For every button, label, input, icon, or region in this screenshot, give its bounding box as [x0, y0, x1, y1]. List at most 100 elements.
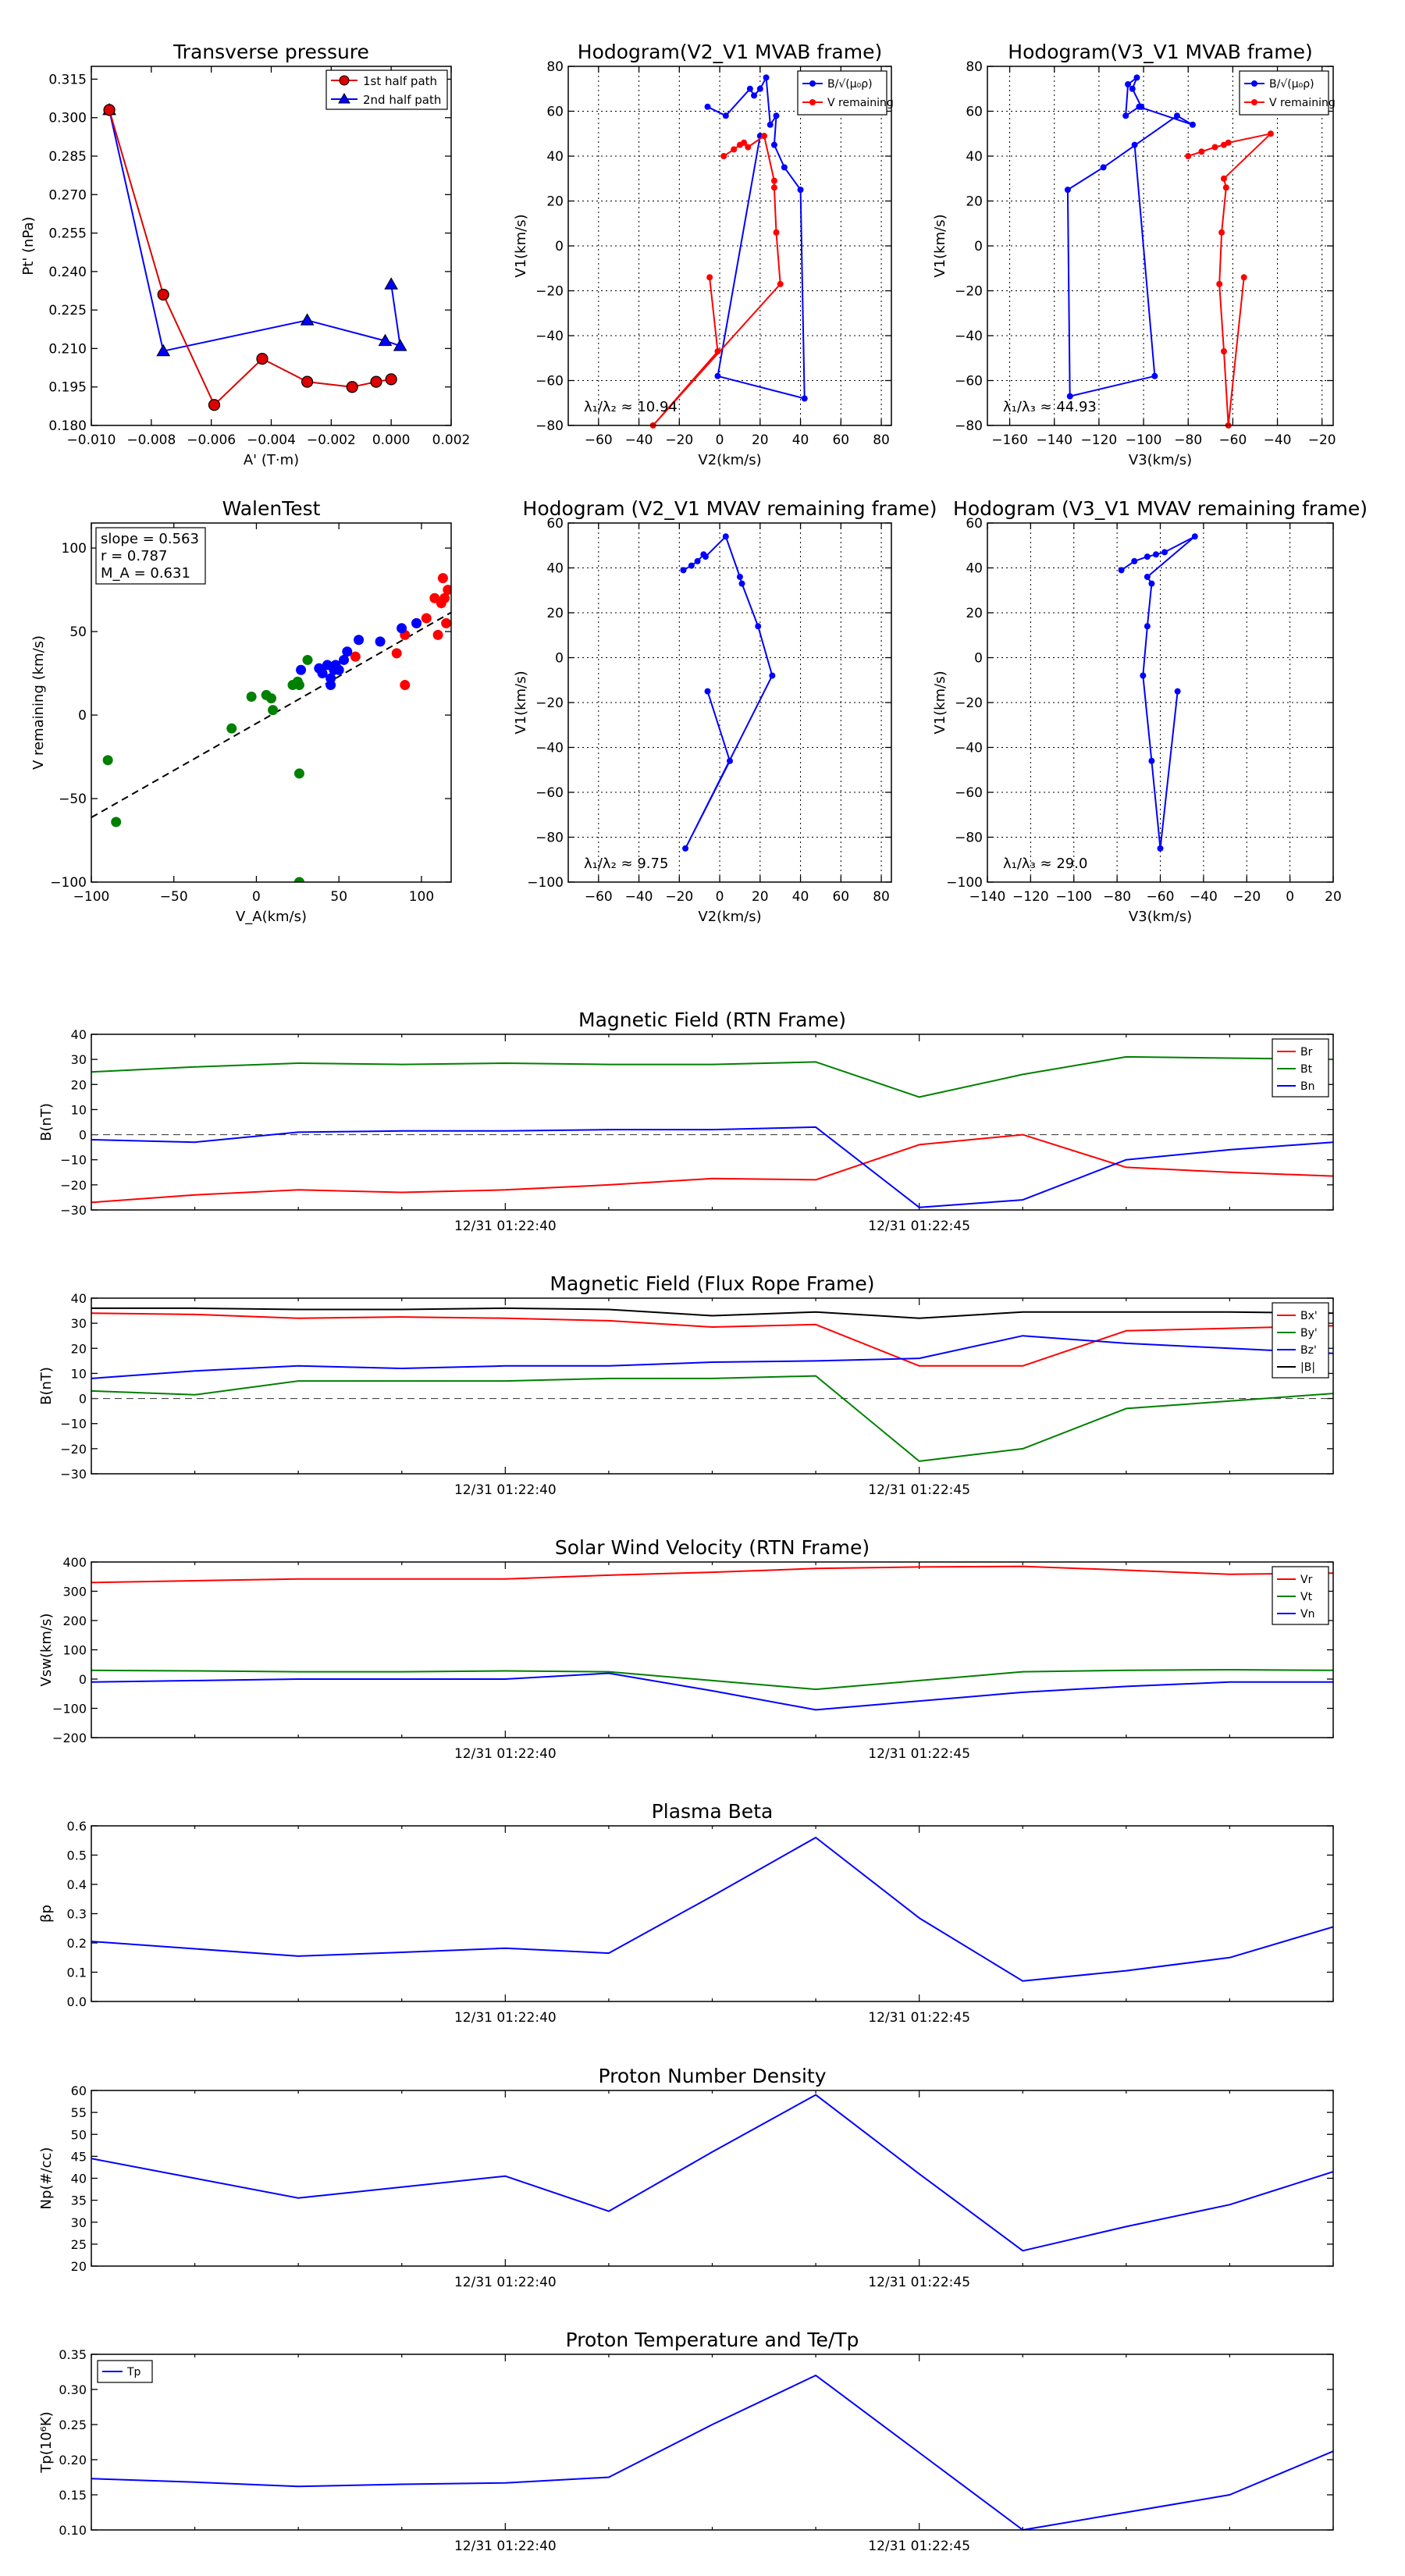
- series-0-point: [1129, 85, 1136, 92]
- series-1-point: [1220, 348, 1227, 355]
- series-0-point: [1161, 549, 1168, 556]
- x-tick-label: −100: [1055, 889, 1092, 905]
- y-tick-label: 50: [71, 2127, 87, 2142]
- y-tick-label: 0.20: [59, 2453, 87, 2467]
- series-vr-line: [91, 1565, 1334, 1584]
- y-tick-label: −40: [955, 741, 983, 756]
- series-0-point: [722, 112, 729, 119]
- plot-frame: [91, 2354, 1334, 2531]
- y-tick-label: 40: [966, 561, 983, 577]
- series-1-point: [1240, 274, 1247, 281]
- 1st-half-point: [301, 375, 314, 388]
- x-tick-label: 60: [832, 889, 849, 905]
- series-0-point: [682, 845, 689, 852]
- series-0-point: [767, 121, 774, 128]
- plot-frame: [91, 1034, 1334, 1211]
- y-tick-label: 30: [71, 1316, 87, 1331]
- series-1-point: [720, 153, 727, 159]
- y-tick-label: −100: [946, 875, 983, 891]
- y-axis-label: Vsw(km/s): [38, 1614, 55, 1687]
- chart-title: Magnetic Field (RTN Frame): [578, 1009, 846, 1031]
- series-1-point: [1185, 153, 1192, 159]
- y-tick-label: −20: [955, 696, 983, 711]
- legend: B/√(μ₀ρ) V remaining: [1239, 70, 1336, 116]
- y-tick-label: 0.180: [48, 418, 87, 434]
- x-tick-label: −20: [1232, 889, 1261, 905]
- walen-red-point: [443, 585, 451, 596]
- series-beta-line: [91, 1837, 1334, 1982]
- x-tick-label: −40: [625, 889, 653, 905]
- y-tick-label: 20: [71, 2259, 87, 2274]
- x-tick-label: −20: [1308, 432, 1336, 448]
- walen-blue-point: [342, 646, 353, 657]
- vsw-panel: Solar Wind Velocity (RTN Frame) −200 −100 0…: [38, 1536, 1334, 1762]
- y-tick-label: 100: [62, 541, 87, 557]
- series-1-point: [745, 144, 752, 151]
- x-tick-label: −20: [665, 432, 693, 448]
- series-0-point: [1151, 372, 1158, 379]
- y-tick-label: −60: [535, 374, 564, 390]
- legend-label: 1st half path: [363, 74, 437, 88]
- x-tick-label: −60: [585, 889, 613, 905]
- series-0-point: [781, 164, 788, 171]
- walen-blue-point: [375, 636, 386, 647]
- ratio-annotation: λ₁/λ₂ ≈ 10.94: [584, 399, 678, 415]
- series-b: [683, 535, 774, 849]
- y-tick-label: 0.2: [67, 1936, 87, 1951]
- y-tick-label: 60: [966, 516, 983, 532]
- x-axis-label: A' (T·m): [244, 452, 299, 468]
- y-tick-label: −80: [955, 831, 983, 846]
- series-1-point: [706, 274, 713, 281]
- y-axis-label: B(nT): [38, 1103, 55, 1141]
- series-1-point: [741, 139, 748, 146]
- y-tick-label: 40: [546, 561, 564, 577]
- walen-green-point: [293, 877, 304, 882]
- series-vn-line: [91, 1672, 1333, 1711]
- y-tick-label: 10: [71, 1102, 87, 1117]
- walen-green-point: [246, 692, 257, 703]
- series-1-point: [714, 348, 721, 355]
- y-tick-label: 0.3: [67, 1907, 87, 1922]
- series-1-point: [1198, 148, 1205, 155]
- y-tick-label: −60: [535, 785, 564, 801]
- x-tick-label: 12/31 01:22:40: [454, 1219, 557, 1234]
- 1st-half-point: [103, 104, 116, 116]
- legend-box: [1239, 70, 1329, 116]
- series-0-point: [688, 562, 695, 569]
- y-tick-label: 45: [71, 2149, 87, 2164]
- series-b: [707, 76, 806, 400]
- x-tick-label: −40: [625, 432, 653, 448]
- x-tick-label: −120: [1081, 432, 1118, 448]
- transverse-panel: Transverse pressure 0.180 0.195 0.210 0.225 0…: [20, 41, 470, 468]
- y-tick-label: 50: [69, 624, 87, 640]
- series-v-remaining: [1187, 133, 1272, 426]
- walen-green-point: [293, 768, 304, 779]
- y-tick-label: 60: [546, 516, 564, 532]
- chart-title: Hodogram (V2_V1 MVAV remaining frame): [523, 497, 937, 520]
- x-tick-label: 20: [1325, 889, 1342, 905]
- y-tick-label: 100: [62, 1643, 87, 1658]
- x-tick-label: −60: [1147, 889, 1175, 905]
- y-tick-label: 20: [546, 194, 564, 210]
- series-b: [1066, 76, 1193, 397]
- y-tick-label: 0.225: [48, 303, 87, 318]
- y-tick-label: 0.30: [59, 2382, 87, 2397]
- x-tick-label: 12/31 01:22:40: [454, 2539, 557, 2554]
- y-tick-label: 0: [974, 651, 983, 667]
- y-tick-label: 0.5: [67, 1848, 87, 1863]
- y-tick-label: −20: [535, 696, 564, 711]
- series-b-line: [91, 1307, 1334, 1319]
- walen-plot-area: [91, 573, 451, 882]
- series-0-point: [1148, 757, 1155, 764]
- legend: Br Bt Bn: [1272, 1038, 1329, 1098]
- y-tick-label: −50: [59, 792, 87, 807]
- 2nd-half-point: [300, 313, 315, 326]
- legend-marker: [1251, 99, 1257, 105]
- x-tick-label: −80: [1174, 432, 1202, 448]
- y-tick-label: −20: [60, 1442, 87, 1457]
- series-0-point: [1066, 393, 1073, 400]
- series-1-point: [770, 184, 777, 191]
- series-1-point: [770, 177, 777, 184]
- y-tick-label: 35: [71, 2194, 87, 2208]
- legend-label: 2nd half path: [363, 93, 441, 107]
